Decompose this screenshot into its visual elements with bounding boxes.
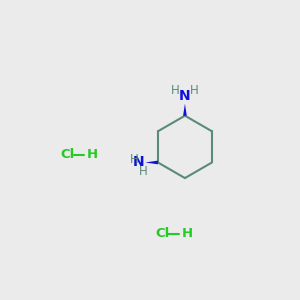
Text: H: H bbox=[87, 148, 98, 161]
Text: H: H bbox=[182, 227, 193, 240]
Text: H: H bbox=[139, 165, 148, 178]
Text: Cl: Cl bbox=[155, 227, 169, 240]
Text: N: N bbox=[133, 155, 145, 170]
Text: N: N bbox=[179, 88, 191, 103]
Text: H: H bbox=[130, 153, 139, 166]
Text: Cl: Cl bbox=[60, 148, 74, 161]
Polygon shape bbox=[145, 160, 158, 164]
Text: H: H bbox=[171, 84, 180, 98]
Polygon shape bbox=[183, 104, 187, 116]
Text: H: H bbox=[190, 84, 199, 98]
